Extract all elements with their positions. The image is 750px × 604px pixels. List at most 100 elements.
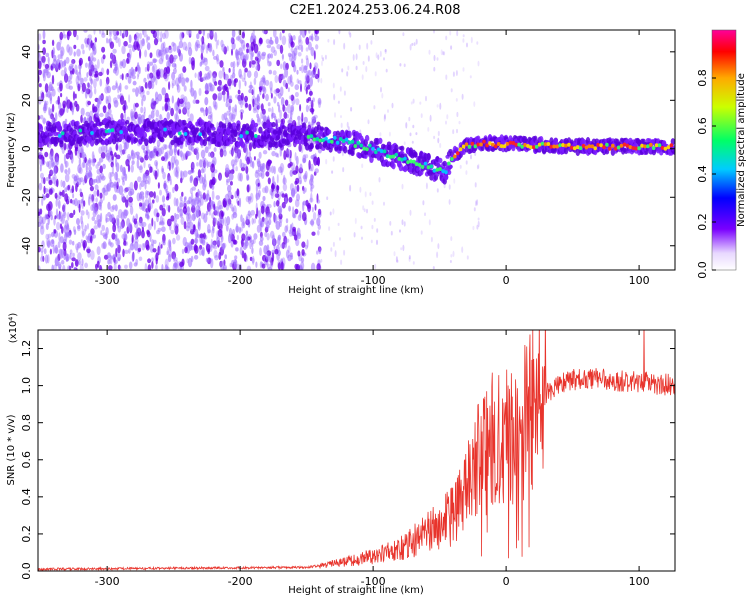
noise-speckle [276, 44, 281, 50]
noise-speckle [168, 81, 171, 90]
noise-speckle [227, 190, 232, 199]
noise-speckle [111, 85, 117, 91]
noise-speckle [109, 254, 113, 265]
noise-speckle [240, 112, 243, 120]
noise-speckle [152, 248, 157, 253]
noise-speckle [309, 197, 314, 203]
noise-speckle [140, 106, 144, 114]
noise-speckle [348, 31, 351, 35]
noise-speckle [261, 263, 266, 269]
noise-speckle [303, 173, 308, 183]
noise-speckle [141, 38, 146, 47]
noise-speckle [49, 248, 53, 255]
noise-speckle [130, 66, 134, 76]
noise-speckle [409, 209, 412, 216]
noise-speckle [114, 235, 118, 242]
noise-speckle [207, 161, 212, 167]
noise-speckle [106, 68, 110, 76]
noise-speckle [159, 215, 163, 225]
noise-speckle [133, 241, 139, 251]
noise-speckle [270, 165, 275, 174]
noise-speckle [54, 215, 57, 220]
noise-speckle [176, 234, 181, 241]
band-cell [670, 138, 675, 146]
noise-speckle [119, 221, 125, 230]
noise-speckle [188, 56, 192, 65]
noise-speckle [151, 239, 155, 247]
noise-speckle [245, 53, 249, 61]
noise-speckle [179, 208, 183, 217]
noise-speckle [73, 266, 77, 270]
noise-speckle [137, 247, 142, 252]
noise-speckle [277, 234, 282, 241]
y-tick-label: 20 [20, 93, 33, 107]
noise-speckle [129, 181, 134, 190]
noise-speckle [88, 193, 93, 200]
noise-speckle [182, 206, 188, 215]
noise-speckle [105, 95, 108, 104]
noise-speckle [83, 241, 86, 251]
noise-speckle [101, 144, 105, 153]
noise-speckle [101, 224, 105, 232]
noise-speckle [71, 257, 76, 262]
noise-speckle [47, 233, 52, 239]
noise-speckle [102, 163, 106, 170]
noise-speckle [166, 250, 169, 256]
noise-speckle [98, 202, 102, 207]
noise-speckle [66, 44, 70, 53]
noise-speckle [167, 163, 170, 170]
noise-speckle [169, 148, 174, 157]
noise-speckle [212, 227, 215, 234]
noise-speckle [233, 259, 238, 269]
noise-speckle [166, 218, 172, 227]
noise-speckle [155, 30, 160, 38]
noise-speckle [77, 241, 82, 249]
noise-speckle [109, 181, 115, 188]
noise-speckle [130, 149, 134, 157]
noise-speckle [216, 58, 220, 65]
noise-speckle [62, 100, 67, 109]
noise-speckle [62, 204, 66, 213]
noise-speckle [389, 221, 392, 226]
band-highlight [543, 142, 548, 147]
band-highlight [555, 144, 559, 149]
noise-speckle [267, 266, 273, 270]
noise-speckle [115, 233, 118, 240]
noise-speckle [255, 261, 258, 268]
noise-speckle [109, 242, 114, 248]
noise-speckle [239, 246, 243, 255]
noise-speckle [273, 214, 278, 224]
noise-speckle [343, 42, 346, 50]
noise-speckle [473, 207, 476, 212]
noise-speckle [144, 263, 148, 270]
band-cell [51, 126, 57, 133]
noise-speckle [231, 48, 233, 56]
noise-speckle [151, 257, 155, 263]
noise-speckle [412, 124, 415, 129]
noise-speckle [115, 143, 119, 151]
noise-speckle [274, 36, 279, 45]
noise-speckle [260, 170, 265, 179]
noise-speckle [297, 250, 301, 257]
noise-speckle [38, 60, 42, 70]
noise-speckle [54, 256, 59, 267]
noise-speckle [107, 102, 112, 110]
noise-speckle [461, 246, 464, 253]
noise-speckle [209, 84, 215, 92]
noise-speckle [227, 184, 232, 193]
band-highlight [564, 143, 568, 148]
noise-speckle [91, 216, 96, 221]
noise-speckle [217, 39, 220, 46]
noise-speckle [310, 70, 316, 79]
noise-speckle [390, 230, 393, 236]
noise-speckle [209, 30, 214, 40]
noise-speckle [251, 257, 255, 264]
y-tick-label: 0.2 [20, 525, 33, 543]
noise-speckle [73, 209, 76, 215]
noise-speckle [302, 201, 305, 212]
band-highlight [464, 142, 469, 147]
band-highlight [467, 144, 472, 149]
noise-speckle [265, 93, 269, 102]
noise-speckle [332, 82, 335, 89]
noise-speckle [38, 211, 41, 216]
